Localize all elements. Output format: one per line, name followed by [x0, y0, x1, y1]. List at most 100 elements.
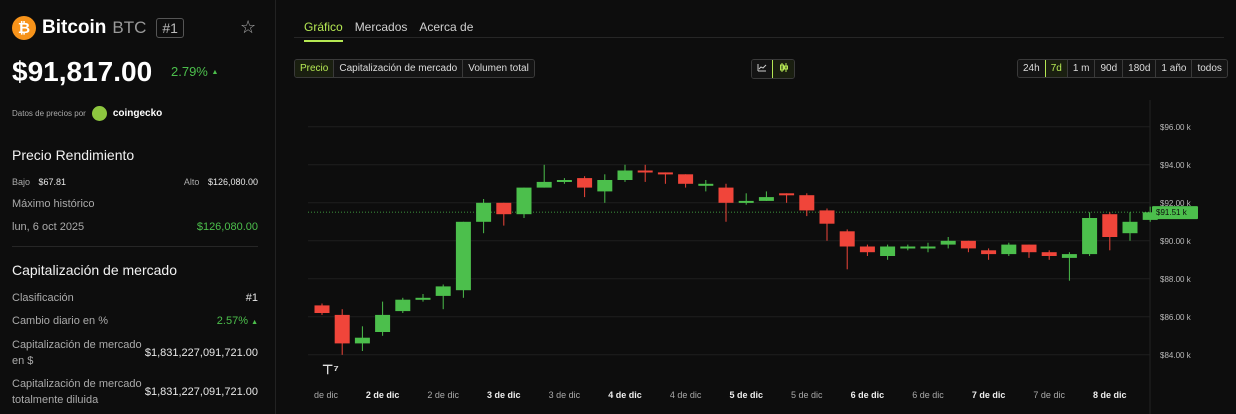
daily-change-label: Cambio diario en %	[12, 315, 108, 327]
x-tick-label: 4 de dic	[608, 390, 642, 400]
candle-up	[476, 202, 492, 222]
candle-up	[516, 187, 532, 215]
candle-up	[758, 197, 774, 201]
candle-down	[657, 172, 673, 175]
candle-down	[960, 240, 976, 249]
tab-markets[interactable]: Mercados	[354, 20, 408, 34]
candle-down	[839, 231, 855, 247]
rank-row: Clasificación #1	[12, 292, 258, 304]
candle-down	[637, 170, 653, 173]
coin-header: ₿ Bitcoin BTC #1	[12, 16, 184, 40]
y-tick-label: $84.00 k	[1160, 351, 1192, 360]
tab-chart[interactable]: Gráfico	[304, 20, 343, 42]
candle-up	[940, 240, 956, 245]
x-tick-label: 3 de dic	[549, 390, 581, 400]
ath-row: lun, 6 oct 2025 $126,080.00	[12, 221, 258, 233]
range-180d-button[interactable]: 180d	[1123, 60, 1157, 77]
low-label: Bajo	[12, 177, 31, 187]
candle-up	[698, 183, 714, 186]
up-arrow-icon: ▲	[211, 69, 219, 77]
range-1y-button[interactable]: 1 año	[1156, 60, 1193, 77]
candle-up	[1142, 212, 1158, 220]
market-cap-usd-row: Capitalización de mercado en $ $1,831,22…	[12, 337, 258, 369]
candlestick-chart-icon[interactable]	[772, 60, 794, 78]
ath-label: Máximo histórico	[12, 198, 95, 210]
candle-up	[1001, 244, 1017, 255]
candle-down	[678, 174, 694, 184]
data-source: Datos de precios por coingecko	[12, 106, 162, 121]
divider	[12, 246, 258, 247]
up-arrow-icon: ▲	[251, 319, 258, 326]
coin-name: Bitcoin	[42, 17, 107, 38]
current-price: $91,817.00	[12, 56, 153, 87]
daily-change-value: 2.57% ▲	[216, 315, 258, 327]
y-tick-label: $88.00 k	[1160, 275, 1192, 284]
candle-down	[981, 250, 997, 255]
x-tick-label: 5 de dic	[791, 390, 823, 400]
x-tick-label: de dic	[314, 390, 339, 400]
range-24h-button[interactable]: 24h	[1018, 60, 1046, 77]
candle-up	[556, 180, 572, 182]
candle-down	[859, 246, 875, 253]
metric-selector: Precio Capitalización de mercado Volumen…	[294, 59, 535, 78]
fdv-row: Capitalización de mercado totalmente dil…	[12, 376, 258, 408]
candle-up	[455, 221, 471, 291]
range-1m-button[interactable]: 1 m	[1067, 60, 1096, 77]
chart-panel: Gráfico Mercados Acerca de Precio Capita…	[294, 0, 1228, 414]
rank-value: #1	[245, 292, 258, 304]
coin-symbol: BTC	[112, 18, 147, 37]
candle-down	[496, 202, 512, 215]
performance-title: Precio Rendimiento	[12, 147, 135, 163]
range-selector: 24h 7d 1 m 90d 180d 1 año todos	[1017, 59, 1228, 78]
fdv-value: $1,831,227,091,721.00	[144, 386, 258, 398]
market-cap-title: Capitalización de mercado	[12, 262, 177, 278]
candle-down	[1102, 214, 1118, 237]
candle-up	[617, 170, 633, 180]
candle-up	[395, 299, 411, 312]
price-chart[interactable]: $96.00 k $94.00 k $92.00 k $90.00 k $88.00 k…	[294, 100, 1224, 414]
ath-label-row: Máximo histórico	[12, 198, 258, 210]
candle-up	[1122, 221, 1138, 234]
candle-down	[718, 187, 734, 203]
data-source-name[interactable]: coingecko	[112, 108, 163, 119]
x-tick-label: 3 de dic	[487, 390, 521, 400]
y-tick-label: $92.00 k	[1160, 199, 1192, 208]
tradingview-logo-icon: ⊤⁷	[322, 362, 339, 377]
x-tick-label: 2 de dic	[427, 390, 459, 400]
candle-down	[799, 195, 815, 211]
x-tick-label: 7 de dic	[972, 390, 1006, 400]
tab-about[interactable]: Acerca de	[419, 20, 474, 34]
candle-up	[880, 246, 896, 256]
line-chart-icon[interactable]	[752, 60, 773, 78]
candle-up	[900, 246, 916, 249]
market-cap-usd-value: $1,831,227,091,721.00	[144, 347, 258, 359]
star-icon[interactable]: ☆	[240, 17, 257, 37]
x-tick-label: 8 de dic	[1093, 390, 1127, 400]
candle-up	[597, 180, 613, 192]
x-tick-label: 6 de dic	[912, 390, 944, 400]
y-tick-label: $96.00 k	[1160, 123, 1192, 132]
ath-value: $126,080.00	[196, 221, 258, 233]
rank-badge: #1	[156, 18, 184, 38]
metric-volume-button[interactable]: Volumen total	[463, 60, 534, 77]
metric-market-cap-button[interactable]: Capitalización de mercado	[334, 60, 464, 77]
metric-price-button[interactable]: Precio	[294, 60, 336, 77]
x-tick-label: 5 de dic	[729, 390, 763, 400]
range-7d-button[interactable]: 7d	[1044, 60, 1069, 77]
y-tick-label: $86.00 k	[1160, 313, 1192, 322]
range-90d-button[interactable]: 90d	[1095, 60, 1124, 77]
x-tick-label: 2 de dic	[366, 390, 400, 400]
x-tick-label: 4 de dic	[670, 390, 702, 400]
candle-up	[375, 314, 391, 332]
y-tick-label: $90.00 k	[1160, 237, 1192, 246]
candle-down	[314, 305, 330, 313]
range-all-button[interactable]: todos	[1192, 60, 1227, 77]
bitcoin-logo-icon: ₿	[12, 16, 36, 40]
candle-down	[334, 314, 350, 344]
candle-down	[779, 193, 795, 196]
chart-type-selector	[751, 59, 795, 79]
candlestick-chart[interactable]: $96.00 k $94.00 k $92.00 k $90.00 k $88.00 k…	[294, 100, 1224, 414]
candle-up	[415, 297, 431, 300]
current-price-tag	[1152, 206, 1198, 220]
high-label: Alto	[183, 177, 200, 187]
